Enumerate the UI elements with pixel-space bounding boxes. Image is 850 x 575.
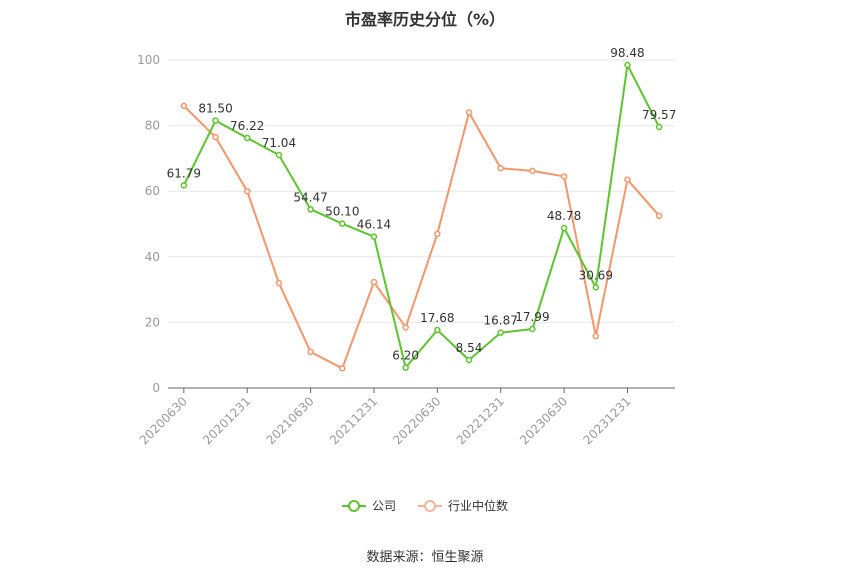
point-s1-9 <box>465 109 473 116</box>
legend-label-company: 公司 <box>371 499 396 513</box>
data-label-6: 46.14 <box>357 218 391 232</box>
point-s1-1 <box>212 133 219 141</box>
x-tick-label-20200630: 20200630 <box>137 394 190 447</box>
point-s0-11 <box>529 325 536 333</box>
point-s1-3 <box>275 279 283 287</box>
point-s1-13 <box>592 332 600 340</box>
x-tick-label-20221231: 20221231 <box>454 394 507 447</box>
point-s1-4 <box>307 348 314 356</box>
legend-swatch-industry-median <box>418 499 442 513</box>
point-s0-12 <box>560 224 568 232</box>
point-s1-0 <box>180 102 188 110</box>
legend-item-industry-median[interactable]: 行业中位数 <box>418 497 508 514</box>
legend-label-industry-median: 行业中位数 <box>448 499 509 513</box>
point-s0-2 <box>243 134 251 142</box>
series-line-1 <box>183 105 660 370</box>
point-s0-8 <box>434 326 441 334</box>
point-s0-5 <box>339 220 346 227</box>
point-s1-12 <box>560 173 568 180</box>
data-label-13: 30.69 <box>579 268 613 282</box>
y-tick-label-80: 80 <box>145 119 160 133</box>
point-s0-14 <box>624 61 631 69</box>
point-s0-10 <box>497 329 504 336</box>
point-s0-15 <box>655 123 663 131</box>
data-label-10: 16.87 <box>484 314 518 328</box>
point-s0-9 <box>465 356 473 364</box>
legend-swatch-company <box>341 499 366 513</box>
y-tick-label-0: 0 <box>152 381 160 395</box>
point-s1-10 <box>497 164 504 172</box>
point-s1-11 <box>529 167 536 175</box>
x-tick-label-20220630: 20220630 <box>390 394 443 447</box>
grid-lines <box>168 59 675 323</box>
series-line-0 <box>182 63 661 369</box>
x-tick-label-20210630: 20210630 <box>264 394 317 447</box>
x-tick-label-20211231: 20211231 <box>327 394 380 447</box>
data-label-4: 54.47 <box>293 190 327 204</box>
data-label-7: 6.20 <box>392 349 419 363</box>
data-label-0: 61.79 <box>167 166 201 180</box>
point-s0-7 <box>402 364 409 371</box>
legend: 公司 行业中位数 <box>0 497 850 514</box>
data-label-2: 76.22 <box>230 119 264 133</box>
point-s1-14 <box>624 176 631 183</box>
point-s0-3 <box>275 151 283 159</box>
data-label-15: 79.57 <box>642 108 676 122</box>
data-label-3: 71.04 <box>262 136 296 150</box>
y-tick-label-20: 20 <box>145 315 160 329</box>
data-label-14: 98.48 <box>610 46 644 60</box>
point-s1-7 <box>402 324 409 331</box>
data-label-5: 50.10 <box>325 205 359 219</box>
data-label-1: 81.50 <box>198 102 232 116</box>
point-s0-6 <box>370 233 378 240</box>
legend-item-company[interactable]: 公司 <box>341 497 396 514</box>
x-tick-label-20201231: 20201231 <box>200 394 253 447</box>
chart-title: 市盈率历史分位（%） <box>344 10 506 29</box>
point-s1-2 <box>243 187 251 195</box>
data-label-9: 8.54 <box>456 341 483 355</box>
x-tick-label-20231231: 20231231 <box>581 394 634 447</box>
x-tick-label-20230630: 20230630 <box>517 394 570 447</box>
point-s1-15 <box>655 212 663 220</box>
y-tick-label-60: 60 <box>145 184 160 198</box>
point-s1-6 <box>370 278 378 286</box>
point-s1-5 <box>339 365 346 372</box>
point-s0-0 <box>180 182 188 189</box>
point-s0-13 <box>592 284 600 291</box>
data-label-11: 17.99 <box>515 310 549 324</box>
data-label-12: 48.78 <box>547 209 581 223</box>
point-s0-1 <box>212 117 219 124</box>
series-lines <box>180 61 663 372</box>
point-s1-8 <box>434 230 441 238</box>
y-tick-label-40: 40 <box>145 250 160 264</box>
data-source: 数据来源：恒生聚源 <box>366 550 484 565</box>
y-tick-label-100: 100 <box>137 53 160 67</box>
point-s0-4 <box>307 206 314 213</box>
data-label-8: 17.68 <box>420 311 454 325</box>
